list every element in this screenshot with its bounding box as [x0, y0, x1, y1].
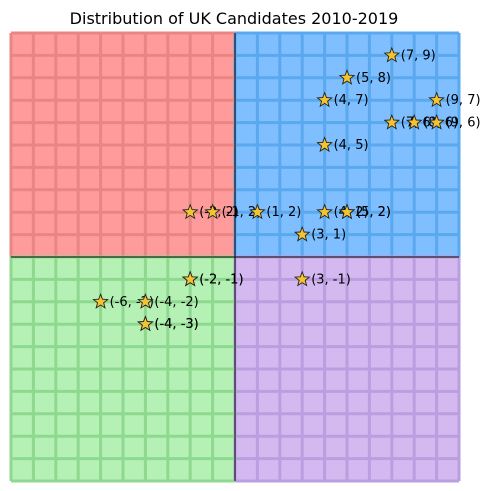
point-label: (3, 1) — [311, 228, 346, 243]
point-label: (5, 2) — [356, 205, 391, 220]
point-marker — [204, 203, 221, 220]
point-label: (-1, 2) — [222, 205, 262, 220]
point-label: (1, 2) — [266, 205, 301, 220]
point-marker — [338, 203, 356, 220]
point-marker — [137, 315, 154, 332]
point-marker — [293, 270, 311, 287]
point-marker — [383, 46, 401, 63]
point-label: (5, 8) — [356, 71, 391, 86]
data-points: (7, 9)(5, 8)(4, 7) (9, 7)(7, 6)(8, 6)(9, … — [92, 46, 481, 332]
point-label: (4, 7) — [334, 93, 369, 108]
point-label: (7, 9) — [401, 48, 436, 63]
point-marker — [293, 225, 311, 242]
point-label: (9, 6) — [446, 116, 481, 131]
point-label: (-4, -3) — [154, 317, 198, 332]
point-marker — [428, 91, 445, 108]
point-marker — [428, 113, 445, 130]
point-marker — [181, 270, 199, 287]
point-label: (-4, -2) — [154, 295, 198, 310]
point-label: (4, 5) — [334, 138, 369, 153]
point-label: (-4, -3) — [154, 317, 198, 332]
point-marker — [137, 293, 154, 309]
point-marker — [181, 203, 199, 220]
point-label: (-2, -1) — [199, 272, 243, 287]
chart-title: Distribution of UK Candidates 2010-2019 — [70, 9, 399, 28]
center-axes — [11, 33, 459, 481]
point-marker — [338, 69, 356, 85]
point-marker — [316, 91, 333, 108]
point-label: (-2, -1) — [199, 272, 243, 287]
point-marker — [249, 203, 266, 220]
point-marker — [316, 203, 333, 220]
point-label: (3, -1) — [311, 272, 351, 287]
point-marker — [316, 136, 333, 153]
point-marker — [405, 113, 423, 130]
point-marker — [383, 113, 401, 130]
point-label: (9, 7) — [446, 93, 481, 108]
point-label: (5, 2) — [356, 205, 391, 220]
point-marker — [92, 293, 109, 309]
